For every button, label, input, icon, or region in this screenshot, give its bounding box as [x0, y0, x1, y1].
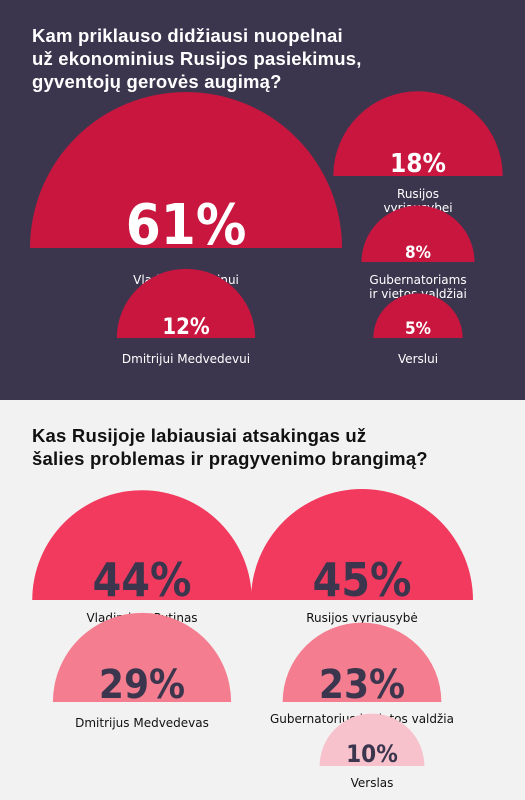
semicircle-mark — [116, 268, 256, 338]
value-label: 10% — [346, 740, 398, 768]
value-label: 44% — [92, 553, 191, 607]
chart-item: 61%Vladimirui Putinui — [30, 92, 342, 287]
title-line: Kas Rusijoje labiausiai atsakingas už — [32, 425, 367, 446]
value-label: 29% — [99, 662, 185, 708]
value-label: 23% — [319, 662, 405, 708]
value-label: 61% — [126, 193, 247, 258]
category-label: Dmitrijui Medvedevui — [122, 352, 250, 366]
semicircle-mark — [52, 612, 232, 702]
category-label: Verslas — [351, 776, 394, 790]
top-section-title: Kam priklauso didžiausi nuopelnai už eko… — [32, 24, 362, 93]
semicircle-mark — [319, 713, 425, 766]
value-label: 12% — [162, 315, 210, 340]
chart-item: 23%Gubernatorius ir vietos valdžia — [270, 622, 454, 726]
title-line: šalies problemas ir pragyvenimo brangimą… — [32, 448, 428, 469]
category-label: Verslui — [398, 352, 438, 366]
value-label: 5% — [405, 319, 431, 339]
title-line: už ekonominius Rusijos pasiekimus, — [32, 48, 362, 69]
value-label: 18% — [390, 149, 446, 179]
chart-item: 18%Rusijosvyriausybei — [333, 91, 503, 215]
category-label: Rusijos — [397, 187, 439, 201]
chart-item: 29% Dmitrijus Medvedevas — [52, 612, 232, 730]
semicircle-mark — [361, 205, 475, 262]
semicircle-mark — [373, 293, 463, 338]
semicircle-mark — [333, 91, 503, 176]
category-label: Gubernatoriams — [369, 273, 466, 287]
value-label: 45% — [312, 553, 411, 607]
category-label: Dmitrijus Medvedevas — [75, 716, 209, 730]
category-label: Rusijos vyriausybė — [306, 611, 418, 625]
chart-item: 5% Verslui — [373, 293, 463, 366]
semicircle-mark — [30, 92, 342, 248]
title-line: Kam priklauso didžiausi nuopelnai — [32, 25, 343, 46]
chart-item: 10% Verslas — [319, 713, 425, 790]
title-line: gyventojų gerovės augimą? — [32, 71, 282, 92]
semicircle-mark — [32, 490, 252, 600]
chart-item: 44%Vladimiras Putinas — [32, 490, 252, 625]
chart-item: 45% Rusijos vyriausybė — [251, 489, 473, 625]
chart-item: 12% Dmitrijui Medvedevui — [116, 268, 256, 366]
semicircle-mark — [251, 489, 473, 600]
semicircle-mark — [282, 622, 442, 702]
value-label: 8% — [405, 243, 431, 263]
bottom-section-title: Kas Rusijoje labiausiai atsakingas už ša… — [32, 424, 428, 470]
